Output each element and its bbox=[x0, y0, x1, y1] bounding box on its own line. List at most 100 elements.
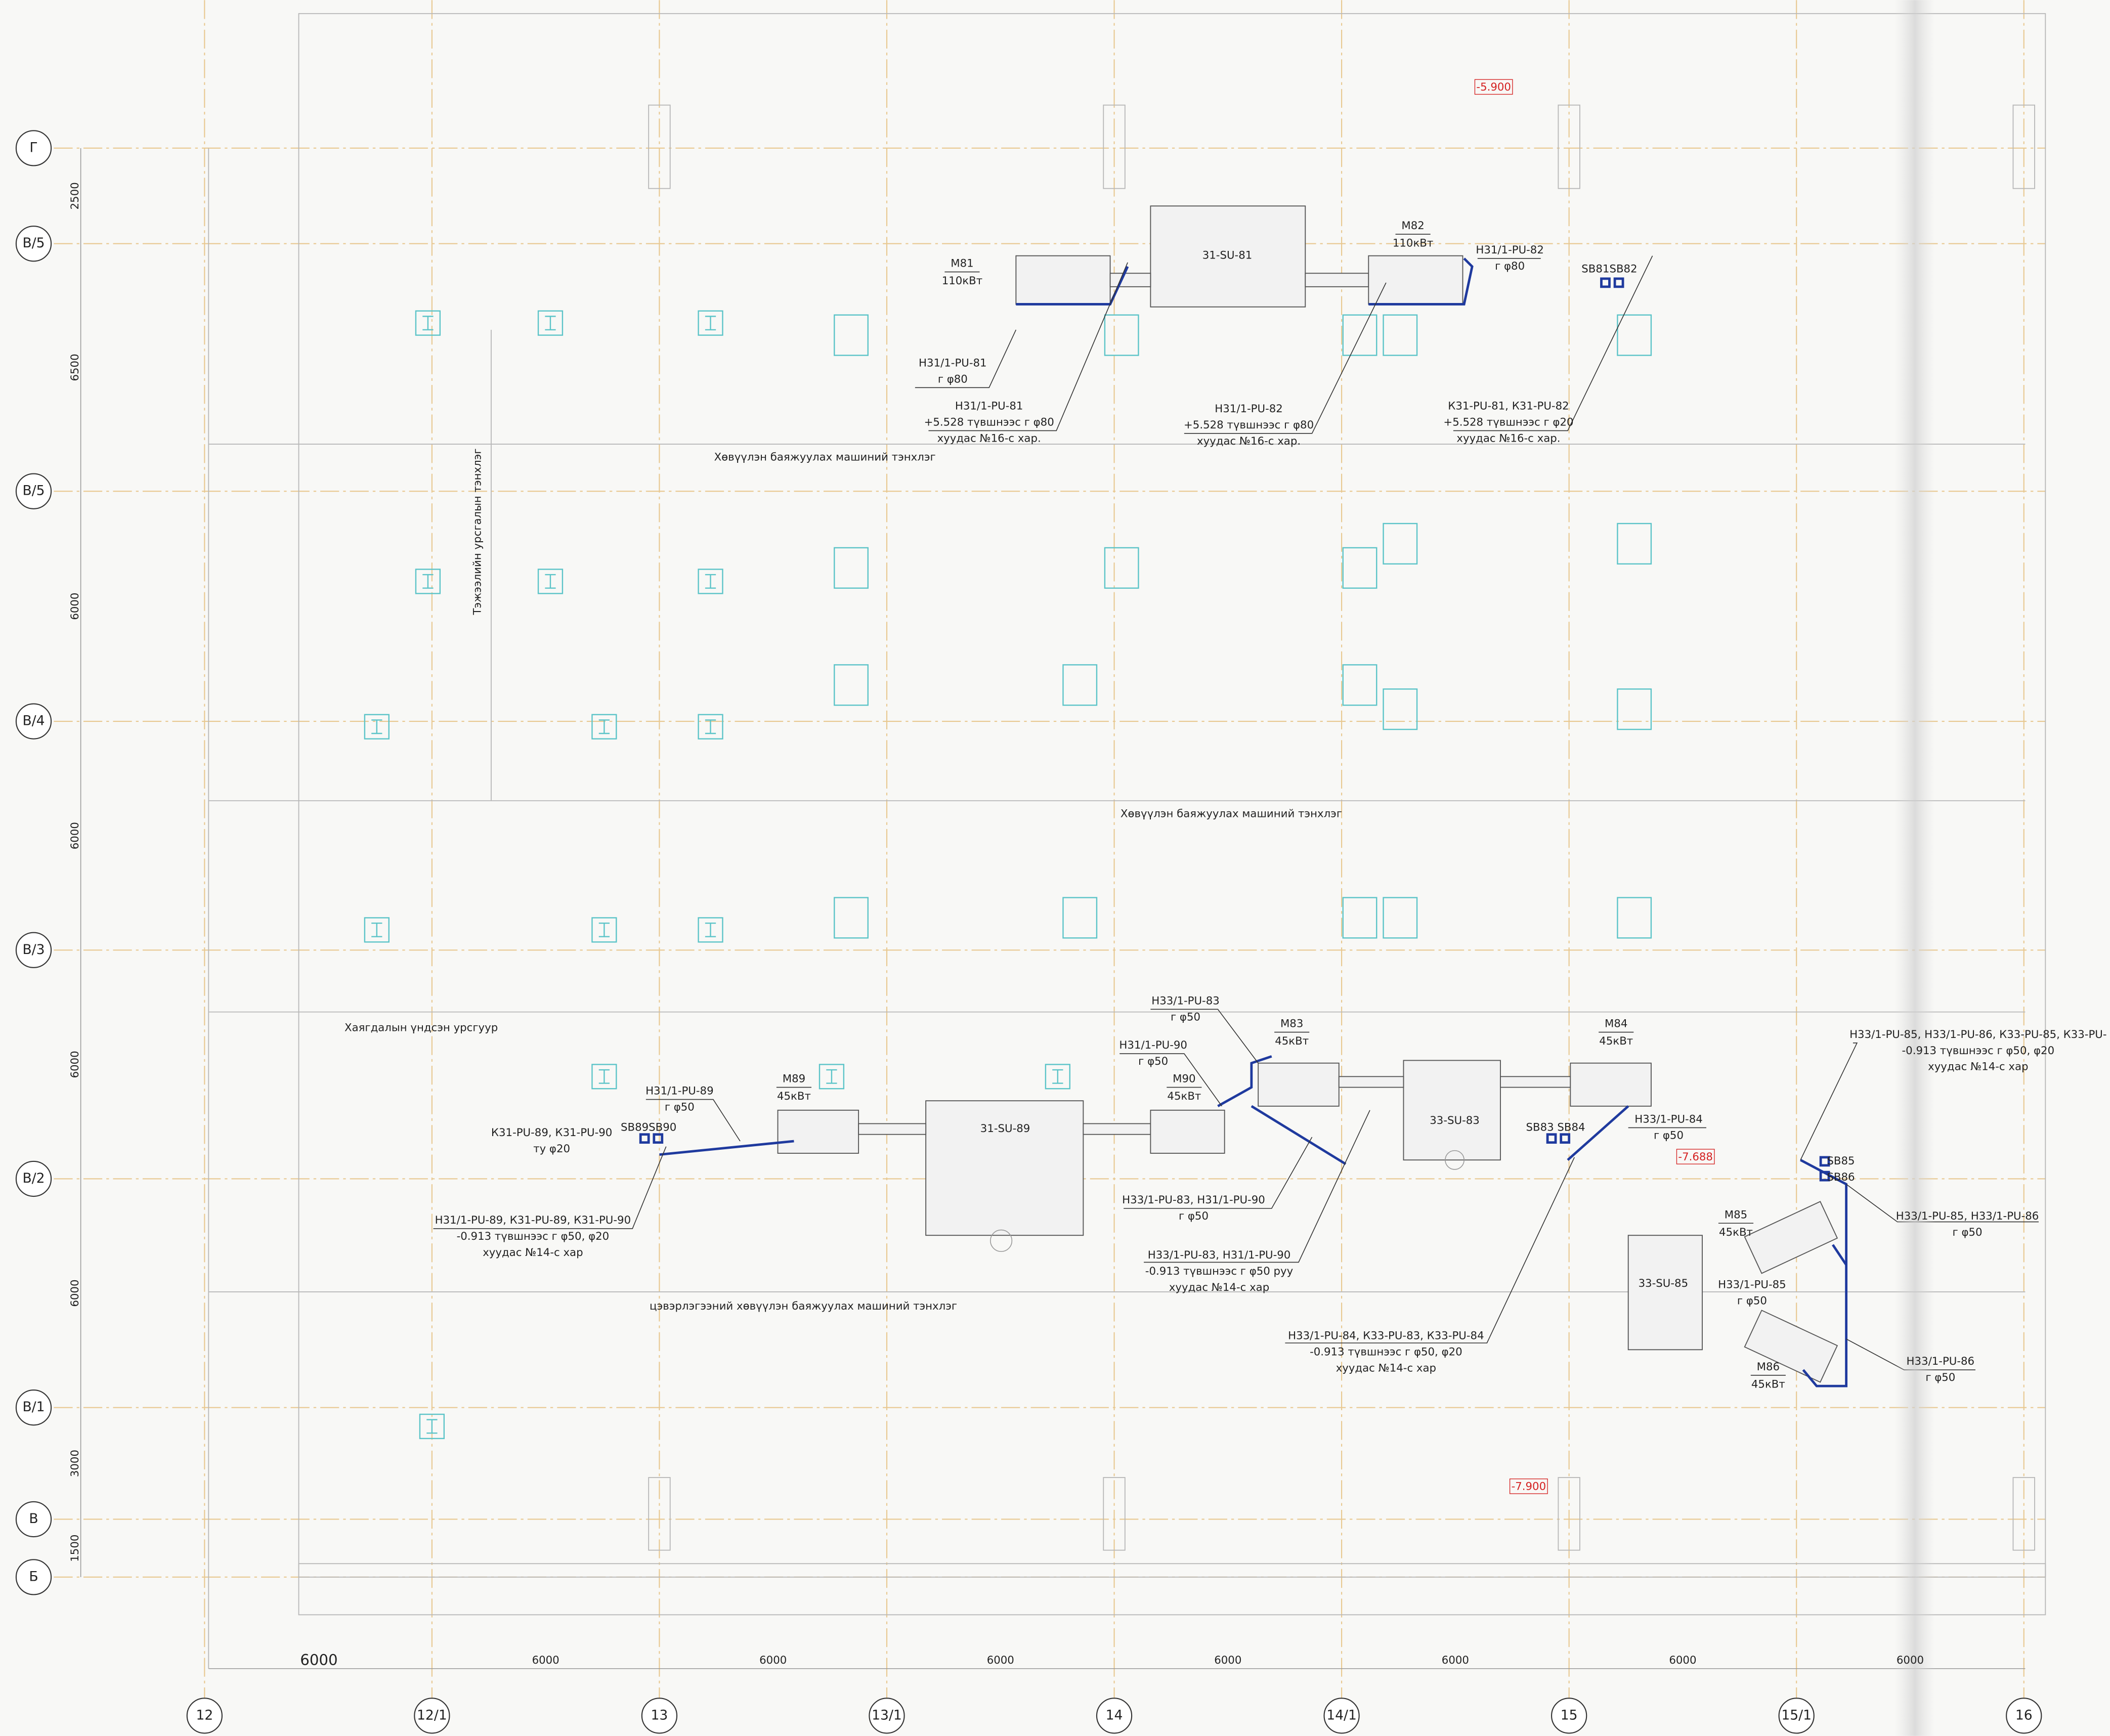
column-axis-label: 14/1 bbox=[1326, 1707, 1357, 1723]
pipe-label: хуудас №16-с хар. bbox=[1456, 432, 1560, 445]
layout bbox=[80, 0, 2046, 1736]
pipe-label: г φ50 bbox=[1654, 1129, 1684, 1142]
column-dimension: 6000 bbox=[1669, 1654, 1696, 1667]
pipe-label: г φ50 bbox=[1179, 1210, 1209, 1223]
motor-power: 45кВт bbox=[1751, 1378, 1785, 1391]
pipe-label: Н31/1-PU-89, К31-PU-89, К31-PU-90 bbox=[435, 1214, 631, 1227]
column-dimension: 6000 bbox=[532, 1654, 559, 1667]
column bbox=[1383, 897, 1418, 939]
axis-note: Хөвүүлэн баяжуулах машиний тэнхлэг bbox=[714, 451, 936, 464]
steel-section bbox=[1052, 1069, 1063, 1084]
outer-frame bbox=[298, 13, 2046, 1616]
steel-column bbox=[364, 917, 390, 943]
pipe bbox=[1567, 1105, 1629, 1161]
motor-power: 110кВт bbox=[942, 275, 982, 287]
pipe-label: г φ50 bbox=[1925, 1371, 1955, 1384]
column bbox=[1383, 314, 1418, 356]
pump-shaft bbox=[1338, 1076, 1404, 1088]
steel-section bbox=[826, 1069, 837, 1084]
column-dimension: 6000 bbox=[1214, 1654, 1241, 1667]
steel-column bbox=[1045, 1064, 1070, 1090]
pipe-label: хуудас №16-с хар. bbox=[937, 432, 1041, 445]
pipe-label: г φ50 bbox=[1138, 1055, 1168, 1068]
steel-column bbox=[698, 714, 723, 740]
column bbox=[1342, 897, 1377, 939]
column bbox=[1342, 664, 1377, 706]
motor-name: M89 bbox=[783, 1073, 805, 1086]
column bbox=[1383, 688, 1418, 730]
row-dimension: 2500 bbox=[69, 182, 81, 209]
row-dimension: 6000 bbox=[69, 593, 81, 620]
pump-shaft bbox=[1305, 273, 1369, 287]
equipment-tag: 33-SU-83 bbox=[1430, 1114, 1480, 1127]
pump-shaft bbox=[1083, 1123, 1151, 1135]
axis-bubble bbox=[1551, 1698, 1587, 1734]
scan-artifact bbox=[1894, 0, 1935, 1736]
motor-name: M82 bbox=[1401, 220, 1424, 232]
pump bbox=[1015, 255, 1111, 305]
axis-bubble bbox=[1778, 1698, 1815, 1734]
column bbox=[834, 897, 869, 939]
row-axis-label: Г bbox=[29, 140, 37, 155]
pump bbox=[777, 1109, 859, 1154]
column bbox=[1062, 897, 1098, 939]
pipe-label: -0.913 түвшнээс г φ50, φ20 bbox=[1310, 1346, 1462, 1359]
column-frame bbox=[1103, 104, 1126, 189]
column-frame bbox=[2012, 1477, 2035, 1551]
column bbox=[1617, 314, 1652, 356]
pipe-label: Н33/1-PU-85, Н33/1-PU-86, К33-PU-85, К33… bbox=[1849, 1028, 2107, 1041]
steel-section bbox=[422, 316, 434, 331]
axis-bubble bbox=[1323, 1698, 1360, 1734]
steel-column bbox=[698, 917, 723, 943]
column-axis-label: 15/1 bbox=[1781, 1707, 1812, 1723]
column bbox=[1342, 547, 1377, 589]
sump-outlet bbox=[1445, 1150, 1465, 1170]
sump-frame bbox=[1627, 1235, 1703, 1351]
steel-section bbox=[705, 316, 716, 331]
column-frame bbox=[1558, 104, 1580, 189]
elevation: -5.900 bbox=[1476, 81, 1511, 94]
pump bbox=[1258, 1062, 1340, 1107]
pump bbox=[1368, 255, 1463, 305]
leader bbox=[1124, 1137, 1313, 1209]
column-frame bbox=[1103, 1477, 1126, 1551]
pipe-label: Н33/1-PU-83, Н31/1-PU-90 bbox=[1122, 1194, 1265, 1206]
pipe-label: -0.913 түвшнээс г φ50 руу bbox=[1145, 1265, 1293, 1278]
pipe-label: хуудас №16-с хар. bbox=[1197, 435, 1301, 448]
column bbox=[1062, 664, 1098, 706]
pipe bbox=[659, 1140, 794, 1156]
axis-bubble bbox=[186, 1698, 223, 1734]
motor-power: 45кВт bbox=[1719, 1226, 1753, 1239]
steel-section bbox=[371, 922, 382, 937]
steel-column bbox=[698, 569, 723, 594]
pipe-label: ту φ20 bbox=[533, 1143, 570, 1155]
pipe-label: SB85 bbox=[1827, 1155, 1855, 1167]
column-axis-label: 15 bbox=[1561, 1707, 1578, 1723]
row-dimension: 6000 bbox=[69, 822, 81, 849]
motor-name: M90 bbox=[1173, 1073, 1195, 1086]
motor-power: 45кВт bbox=[1275, 1035, 1309, 1048]
column-frame bbox=[2012, 104, 2035, 189]
leader bbox=[433, 1146, 667, 1229]
steel-column bbox=[419, 1413, 445, 1440]
push-button bbox=[1600, 277, 1611, 288]
steel-column bbox=[537, 310, 564, 336]
leader bbox=[1285, 1157, 1575, 1343]
steel-column bbox=[591, 714, 617, 740]
steel-section bbox=[545, 574, 556, 589]
column-frame bbox=[648, 1477, 671, 1551]
pipe bbox=[1368, 257, 1474, 306]
pipe-label: Н31/1-PU-81 bbox=[919, 357, 987, 369]
axis-bubble bbox=[15, 1390, 52, 1426]
pipe-label: Н33/1-PU-83 bbox=[1151, 994, 1220, 1007]
column-frame bbox=[1558, 1477, 1580, 1551]
pipe-label: SB81SB82 bbox=[1581, 263, 1637, 275]
steel-section bbox=[422, 574, 434, 589]
sump-frame bbox=[925, 1100, 1084, 1236]
steel-column bbox=[415, 310, 441, 336]
column bbox=[1617, 523, 1652, 565]
steel-section bbox=[371, 719, 382, 734]
axis-note: Тэжээлийн урсгалын тэнхлэг bbox=[471, 448, 484, 615]
